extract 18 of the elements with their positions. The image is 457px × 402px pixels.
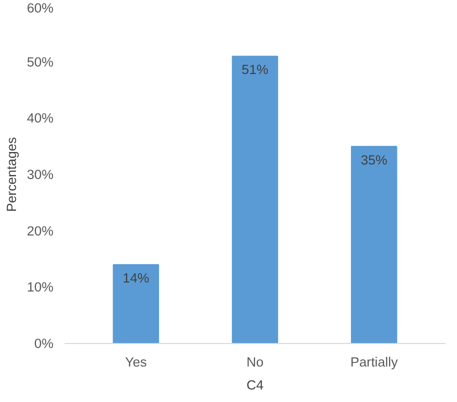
y-tick-label: 40%: [26, 110, 54, 126]
y-tick-label: 30%: [26, 167, 54, 182]
x-tick-label: Partially: [350, 354, 398, 370]
y-tick-label: 50%: [26, 54, 54, 70]
x-axis-title: C4: [246, 378, 264, 392]
data-label: 35%: [360, 152, 388, 168]
data-label: 51%: [242, 62, 268, 78]
y-tick-label: 20%: [26, 223, 54, 238]
bar: [232, 56, 278, 344]
x-tick-label: No: [246, 354, 264, 370]
bar: [112, 264, 160, 344]
y-tick-label: 60%: [26, 0, 54, 16]
y-tick-label: 0%: [34, 336, 54, 351]
y-axis-title: Percentages: [4, 136, 19, 212]
y-tick-label: 10%: [26, 280, 54, 295]
bar: [350, 146, 398, 344]
x-tick-label: Yes: [125, 354, 148, 370]
data-label: 14%: [122, 270, 150, 286]
